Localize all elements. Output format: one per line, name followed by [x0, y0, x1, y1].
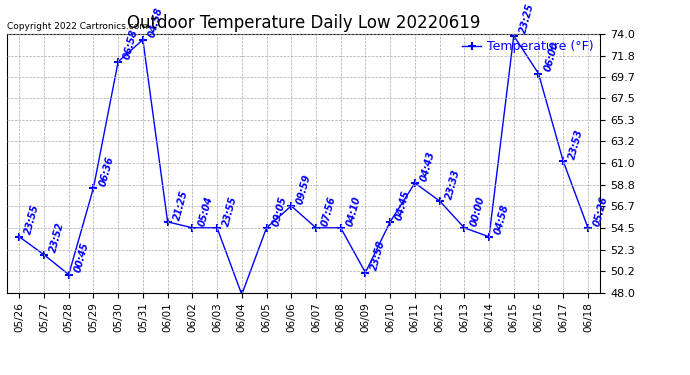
Temperature (°F)	[584, 226, 592, 230]
Text: 21:25: 21:25	[172, 189, 190, 221]
Temperature (°F)	[188, 226, 197, 230]
Text: 06:00: 06:00	[542, 40, 560, 73]
Text: 04:10: 04:10	[345, 195, 362, 227]
Text: 04:58: 04:58	[147, 6, 165, 39]
Text: 00:45: 00:45	[73, 242, 90, 274]
Text: 23:52: 23:52	[48, 222, 66, 254]
Text: 06:58: 06:58	[122, 28, 140, 61]
Temperature (°F)	[460, 226, 469, 230]
Temperature (°F)	[534, 71, 542, 76]
Temperature (°F)	[386, 220, 394, 224]
Text: 04:45: 04:45	[394, 189, 412, 221]
Temperature (°F)	[337, 226, 345, 230]
Text: 23:33: 23:33	[444, 168, 462, 200]
Temperature (°F)	[312, 226, 320, 230]
Temperature (°F)	[485, 234, 493, 239]
Text: 23:53: 23:53	[567, 128, 585, 160]
Text: Copyright 2022 Cartronics.com: Copyright 2022 Cartronics.com	[7, 22, 148, 31]
Temperature (°F)	[213, 226, 221, 230]
Line: Temperature (°F): Temperature (°F)	[15, 32, 592, 299]
Text: 06:36: 06:36	[97, 155, 115, 187]
Text: 09:05: 09:05	[270, 195, 288, 227]
Text: 04:34: 04:34	[0, 374, 1, 375]
Legend: Temperature (°F): Temperature (°F)	[462, 40, 594, 53]
Temperature (°F)	[411, 181, 419, 185]
Title: Outdoor Temperature Daily Low 20220619: Outdoor Temperature Daily Low 20220619	[127, 14, 480, 32]
Temperature (°F)	[237, 292, 246, 297]
Temperature (°F)	[139, 38, 147, 42]
Temperature (°F)	[40, 252, 48, 257]
Text: 23:58: 23:58	[370, 239, 387, 272]
Temperature (°F)	[15, 234, 23, 239]
Text: 04:43: 04:43	[419, 150, 437, 182]
Text: 00:00: 00:00	[469, 195, 486, 227]
Temperature (°F)	[362, 270, 370, 275]
Temperature (°F)	[164, 220, 172, 224]
Text: 07:56: 07:56	[320, 195, 338, 227]
Text: 23:25: 23:25	[518, 3, 535, 35]
Temperature (°F)	[559, 159, 567, 164]
Text: 23:55: 23:55	[23, 204, 41, 236]
Text: 09:59: 09:59	[295, 173, 313, 205]
Temperature (°F)	[510, 33, 518, 38]
Text: 05:04: 05:04	[197, 195, 214, 227]
Temperature (°F)	[65, 272, 73, 277]
Text: 04:58: 04:58	[493, 204, 511, 236]
Temperature (°F)	[114, 59, 122, 64]
Temperature (°F)	[435, 199, 444, 203]
Text: 23:55: 23:55	[221, 195, 239, 227]
Temperature (°F)	[89, 186, 97, 190]
Temperature (°F)	[287, 204, 295, 208]
Text: 05:26: 05:26	[592, 195, 610, 227]
Temperature (°F)	[262, 226, 270, 230]
